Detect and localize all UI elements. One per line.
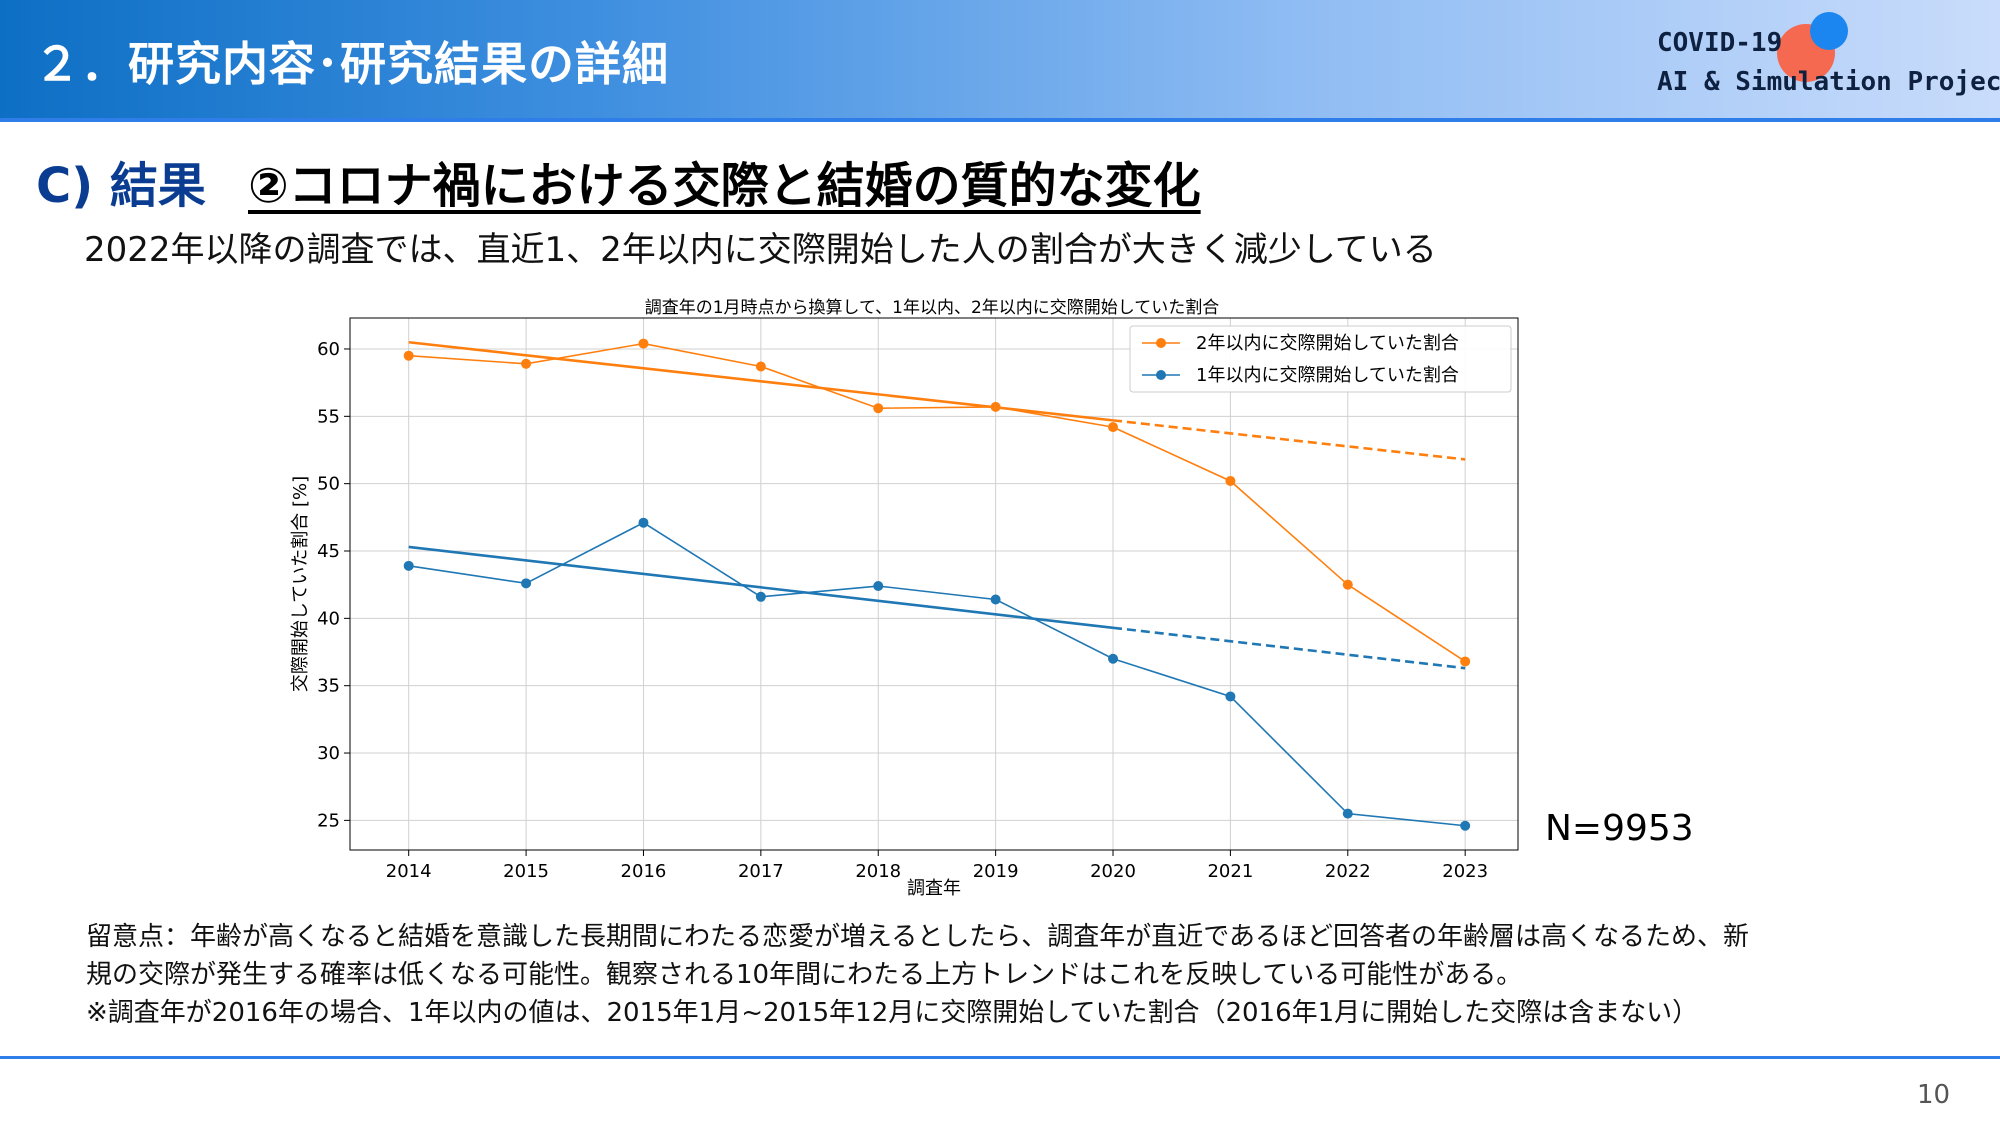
- data-point: [1225, 691, 1236, 702]
- chart-title: 調査年の1月時点から換算して、1年以内、2年以内に交際開始していた割合: [645, 298, 1220, 318]
- note-line: 規の交際が発生する確率は低くなる可能性。観察される10年間にわたる上方トレンドは…: [86, 960, 1523, 990]
- y-tick-label: 60: [317, 339, 340, 360]
- legend-marker-2year: [1156, 338, 1166, 348]
- section-title: ２．研究内容･研究結果の詳細: [34, 37, 669, 91]
- lead-text: 2022年以降の調査では、直近1、2年以内に交際開始した人の割合が大きく減少して…: [84, 230, 1437, 270]
- plot-frame: [349, 317, 1519, 851]
- trend-line-fit-1: [408, 545, 1114, 630]
- logo-text-project: AI & Simulation Project: [1657, 67, 2000, 97]
- y-tick-label: 55: [317, 406, 340, 427]
- legend-label-1year: 1年以内に交際開始していた割合: [1196, 365, 1459, 386]
- x-tick-label: 2015: [503, 861, 549, 882]
- series-line-0: [408, 342, 1466, 663]
- data-point: [1108, 653, 1119, 664]
- data-point: [521, 358, 532, 369]
- data-point: [1225, 475, 1236, 486]
- note-line: 留意点：年齢が高くなると結婚を意識した長期間にわたる恋愛が増えるとしたら、調査年…: [86, 922, 1749, 952]
- data-point: [1460, 820, 1471, 831]
- notes-block: 留意点：年齢が高くなると結婚を意識した長期間にわたる恋愛が増えるとしたら、調査年…: [86, 918, 1966, 1032]
- data-point: [638, 517, 649, 528]
- trend-line-forecast-0: [1112, 419, 1466, 461]
- data-point: [1108, 422, 1119, 433]
- data-point: [990, 401, 1001, 412]
- logo-text-covid: COVID-19: [1657, 28, 1783, 58]
- note-line: ※調査年が2016年の場合、1年以内の値は、2015年1月~2015年12月に交…: [86, 998, 1699, 1028]
- data-point: [1342, 808, 1353, 819]
- trend-lines: [408, 340, 1466, 670]
- x-axis-label: 調査年: [907, 878, 961, 899]
- header-divider: [0, 118, 2000, 122]
- trend-line-forecast-1: [1112, 626, 1466, 670]
- x-tick-label: 2014: [386, 861, 432, 882]
- x-tick-label: 2018: [855, 861, 901, 882]
- data-series: [403, 338, 1471, 831]
- data-point: [1342, 579, 1353, 590]
- y-tick-label: 45: [317, 541, 340, 562]
- line-chart: 調査年の1月時点から換算して、1年以内、2年以内に交際開始していた割合 2014…: [290, 298, 1519, 899]
- legend-label-2year: 2年以内に交際開始していた割合: [1196, 333, 1459, 354]
- data-point: [755, 591, 766, 602]
- y-tick-label: 30: [317, 743, 340, 764]
- y-tick-label: 35: [317, 676, 340, 697]
- y-axis-label: 交際開始していた割合 [%]: [290, 476, 311, 692]
- x-tick-label: 2022: [1325, 861, 1371, 882]
- page-number: 10: [1917, 1080, 1951, 1110]
- data-point: [403, 560, 414, 571]
- x-tick-label: 2017: [738, 861, 784, 882]
- header-banner: [0, 0, 2000, 118]
- sample-size: N=9953: [1545, 808, 1694, 849]
- legend-marker-1year: [1156, 370, 1166, 380]
- data-point: [638, 338, 649, 349]
- project-logo: COVID-19 AI & Simulation Project: [1655, 12, 2000, 110]
- x-tick-label: 2016: [621, 861, 667, 882]
- data-point: [873, 581, 884, 592]
- data-point: [873, 403, 884, 414]
- slide-title: C) 結果: [36, 158, 206, 214]
- logo-blue-circle: [1810, 12, 1848, 50]
- y-tick-label: 50: [317, 474, 340, 495]
- legend-box: [1129, 325, 1512, 393]
- x-tick-label: 2021: [1207, 861, 1253, 882]
- data-point: [990, 594, 1001, 605]
- x-tick-label: 2023: [1442, 861, 1488, 882]
- axis-ticks: 2014 2015 2016 2017 2018 2019 2020 2021 2022 2023…: [317, 339, 1488, 882]
- chart-legend: 2年以内に交際開始していた割合 1年以内に交際開始していた割合: [1129, 325, 1512, 393]
- y-tick-label: 40: [317, 608, 340, 629]
- data-point: [1460, 656, 1471, 667]
- x-tick-label: 2020: [1090, 861, 1136, 882]
- y-tick-label: 25: [317, 810, 340, 831]
- x-tick-label: 2019: [973, 861, 1019, 882]
- data-point: [521, 578, 532, 589]
- data-point: [403, 350, 414, 361]
- footer-divider: [0, 1056, 2000, 1059]
- slide-subtitle: ②コロナ禍における交際と結婚の質的な変化: [248, 158, 1201, 214]
- data-point: [755, 361, 766, 372]
- series-line-1: [408, 521, 1466, 827]
